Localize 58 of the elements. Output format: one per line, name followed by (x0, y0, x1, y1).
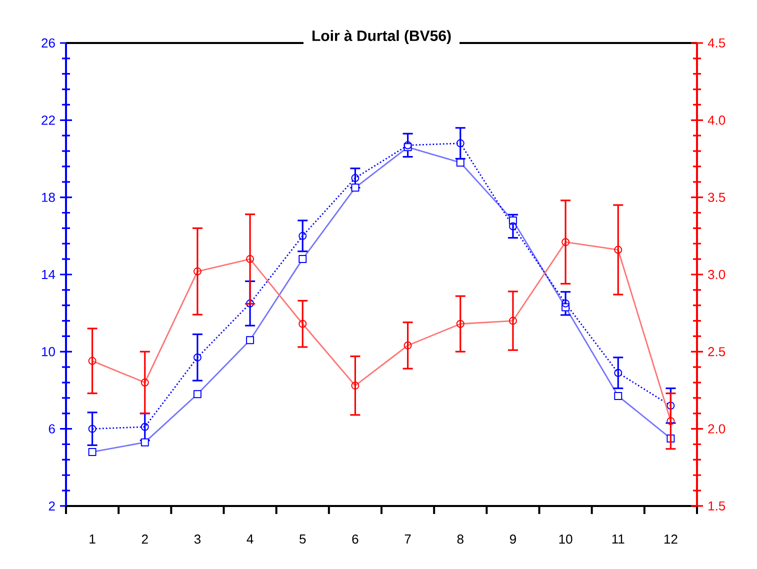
x-tick-label: 9 (510, 534, 516, 544)
point (351, 382, 360, 390)
x-tick-label: 3 (194, 534, 201, 544)
x-tick-label: 7 (404, 534, 411, 544)
point (298, 255, 307, 264)
point (140, 422, 149, 431)
point (351, 184, 360, 192)
y-tick-label: 10 (42, 347, 55, 356)
x-tick-label: 8 (457, 534, 464, 544)
y2-tick-label: 3.5 (708, 192, 726, 202)
y2-tick-label: 3.0 (708, 270, 726, 280)
point (456, 139, 464, 148)
point (614, 368, 622, 377)
x-tick-label: 4 (246, 534, 254, 544)
point (140, 378, 149, 387)
point (140, 438, 149, 446)
point (456, 158, 464, 167)
point (456, 320, 464, 328)
point (298, 232, 307, 240)
point (246, 299, 254, 308)
y-tick-label: 22 (42, 116, 55, 125)
point (508, 316, 517, 325)
y2-tick-label: 2.5 (708, 347, 726, 356)
y-tick-label: 2 (48, 501, 55, 511)
point (193, 390, 202, 398)
y-tick-label: 26 (42, 38, 55, 48)
point (88, 448, 96, 456)
point (351, 174, 360, 182)
point (666, 417, 675, 426)
point (246, 336, 254, 344)
point (193, 353, 202, 362)
point (298, 320, 307, 328)
point (562, 238, 570, 246)
point (404, 341, 412, 350)
point (88, 356, 96, 365)
x-tick-label: 5 (300, 534, 306, 544)
x-tick-label: 12 (664, 534, 678, 544)
x-tick-label: 6 (352, 534, 358, 544)
point (88, 424, 96, 433)
point (508, 222, 517, 230)
x-tick-label: 10 (559, 534, 572, 544)
chart-title: Loir à Durtal (BV56) (312, 30, 451, 44)
point (666, 402, 675, 410)
y2-tick-label: 1.5 (708, 501, 726, 511)
y-tick-label: 6 (48, 424, 55, 434)
point (193, 267, 202, 276)
point (614, 246, 622, 254)
y2-tick-label: 4.0 (708, 116, 726, 125)
x-tick-label: 2 (142, 534, 148, 544)
y-tick-label: 18 (42, 192, 55, 202)
point (562, 299, 570, 308)
point (246, 255, 254, 264)
y2-tick-label: 4.5 (708, 38, 726, 48)
y-tick-label: 14 (42, 270, 56, 279)
y2-tick-label: 2.0 (708, 424, 726, 434)
x-tick-label: 1 (90, 534, 96, 544)
x-tick-label: 11 (612, 534, 624, 544)
point (614, 392, 622, 400)
